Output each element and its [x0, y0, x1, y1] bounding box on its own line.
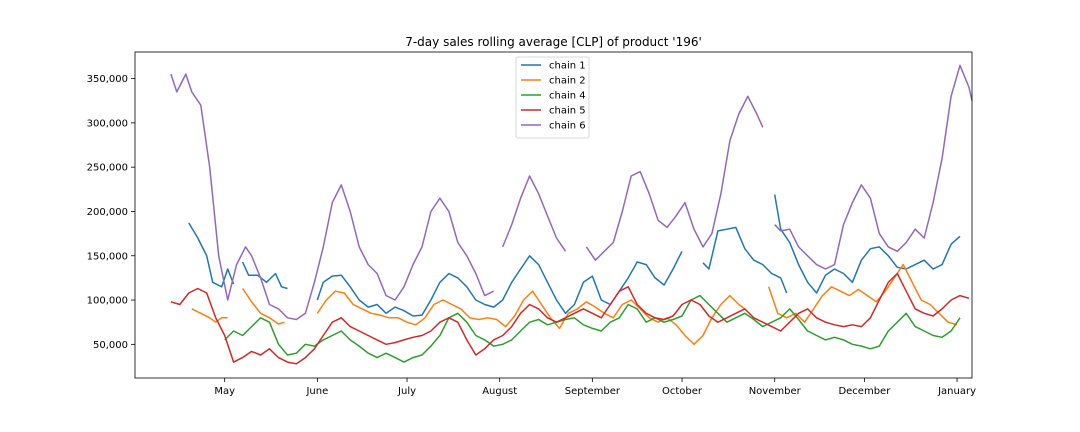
series-chain-6 [170, 64, 973, 321]
series-line [316, 290, 746, 346]
legend: chain 1 chain 2 chain 4 chain 5 chain 6 [515, 56, 590, 139]
x-tick-label: December [838, 386, 891, 397]
series-line [316, 250, 683, 317]
x-tick-label: August [482, 386, 517, 397]
x-axis: May June July August September October Novembe… [214, 378, 976, 397]
series-line [773, 194, 961, 294]
x-tick-label: July [397, 386, 416, 397]
x-tick-label: November [749, 386, 802, 397]
legend-label: chain 1 [549, 61, 586, 72]
series-line [702, 226, 788, 294]
chart-title: 7-day sales rolling average [CLP] of pro… [405, 35, 702, 49]
y-tick-label: 250,000 [87, 163, 128, 174]
y-tick-label: 300,000 [87, 118, 128, 129]
series-line [767, 263, 958, 326]
series-line [191, 308, 228, 323]
series-line [241, 261, 288, 290]
series-chain-4 [224, 294, 961, 363]
y-tick-label: 350,000 [87, 74, 128, 85]
y-axis: 50,000 100,000 150,000 200,000 250,000 300,00… [87, 74, 135, 351]
legend-label: chain 2 [549, 76, 586, 87]
series-line [502, 175, 567, 252]
legend-box [515, 56, 590, 139]
series-line [170, 272, 970, 365]
series-layer [170, 64, 973, 365]
x-tick-label: October [662, 386, 703, 397]
legend-label: chain 4 [549, 91, 586, 102]
x-tick-label: September [565, 386, 621, 397]
legend-label: chain 6 [549, 121, 586, 132]
y-tick-label: 200,000 [87, 207, 128, 218]
series-line [241, 288, 285, 325]
series-line [224, 294, 961, 363]
series-line [774, 64, 973, 270]
legend-label: chain 5 [549, 106, 586, 117]
y-tick-label: 100,000 [87, 296, 128, 307]
plot-frame [134, 51, 973, 379]
y-tick-label: 50,000 [93, 340, 128, 351]
x-tick-label: May [214, 386, 235, 397]
x-tick-label: January [937, 386, 976, 397]
series-chain-2 [191, 263, 958, 346]
series-line [170, 73, 495, 321]
series-line [188, 222, 235, 288]
series-chain-1 [188, 194, 961, 317]
series-chain-5 [170, 272, 970, 365]
y-tick-label: 150,000 [87, 251, 128, 262]
x-tick-label: June [305, 386, 328, 397]
series-line [585, 95, 764, 261]
